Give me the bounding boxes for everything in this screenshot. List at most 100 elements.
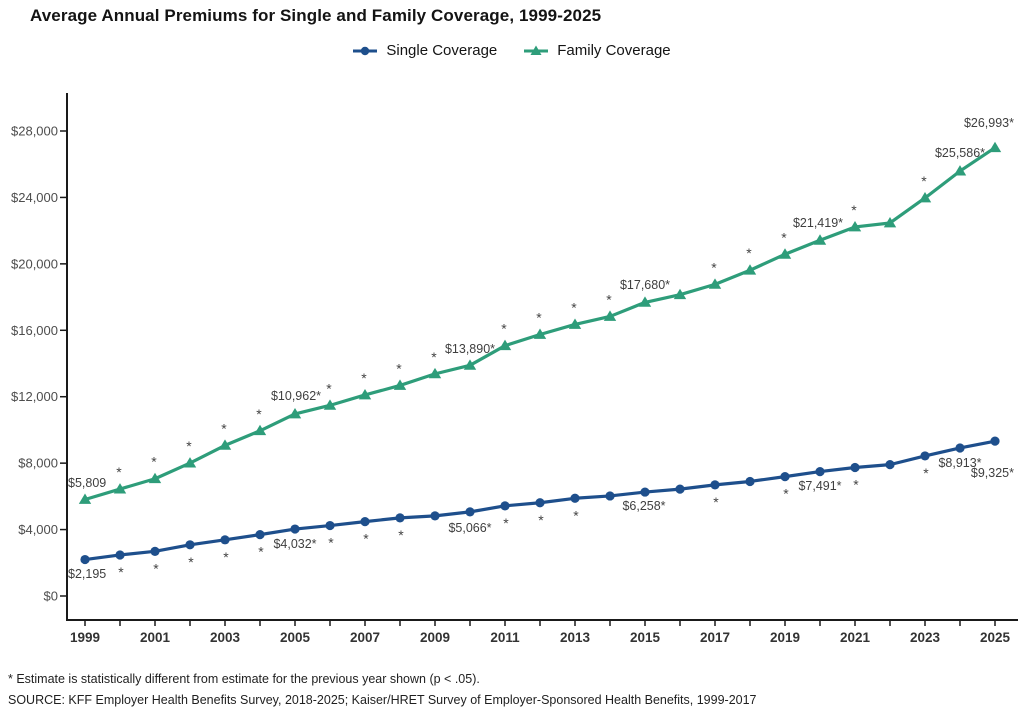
data-point-single-coverage-2006: [325, 520, 335, 531]
chart-legend: Single Coverage Family Coverage: [0, 42, 1023, 59]
point-label-family-coverage-2025: $26,993*: [964, 116, 1014, 130]
footnotes: * Estimate is statistically different fr…: [8, 672, 757, 714]
data-point-single-coverage-2020: [815, 466, 825, 477]
sig-asterisk-family-coverage-2001: *: [151, 454, 157, 470]
sig-asterisk-single-coverage-2008: *: [398, 527, 404, 543]
sig-asterisk-single-coverage-2019: *: [783, 486, 789, 502]
data-point-single-coverage-2005: [290, 524, 300, 534]
x-tick-label: 2007: [350, 630, 380, 645]
data-point-single-coverage-2010: [465, 507, 475, 517]
sig-asterisk-family-coverage-2018: *: [746, 245, 752, 261]
point-label-single-coverage-2015: $6,258*: [622, 499, 665, 513]
data-point-single-coverage-2011: [500, 501, 510, 511]
y-tick-label: $8,000: [18, 456, 58, 471]
point-label-single-coverage-1999: $2,195: [68, 567, 106, 581]
axes: $0 $4,000 $8,000 $12,000 $16,000 $20,000 $24,0…: [11, 93, 1018, 645]
y-tick-label: $16,000: [11, 323, 58, 338]
data-point-single-coverage-2001: [150, 546, 160, 556]
data-point-family-coverage-2016: [673, 288, 687, 300]
point-label-single-coverage-2010: $5,066*: [448, 521, 491, 535]
x-tick-label: 1999: [70, 630, 100, 645]
data-point-family-coverage-2024: [953, 165, 967, 176]
data-point-family-coverage-2025: [988, 141, 1002, 153]
y-tick-label: $0: [44, 589, 58, 604]
data-point-family-coverage-2010: [463, 359, 477, 370]
sig-asterisk-family-coverage-2000: *: [116, 464, 122, 480]
line-circle-marker-icon: [353, 46, 378, 55]
data-point-family-coverage-2019: [778, 248, 792, 259]
data-point-single-coverage-2014: [605, 491, 615, 501]
data-point-single-coverage-2023: [920, 451, 930, 461]
sig-asterisk-family-coverage-2014: *: [606, 291, 612, 307]
point-label-family-coverage-2010: $13,890*: [445, 342, 495, 356]
data-point-family-coverage-2006: [323, 399, 337, 410]
data-point-family-coverage-2022: [883, 216, 897, 228]
x-tick-label: 2011: [490, 630, 520, 645]
sig-asterisk-family-coverage-2007: *: [361, 370, 367, 386]
x-tick-label: 2009: [420, 630, 450, 645]
sig-asterisk-single-coverage-2012: *: [538, 512, 544, 528]
y-tick-label: $28,000: [11, 124, 58, 139]
data-point-single-coverage-2019: [780, 472, 790, 482]
sig-asterisk-family-coverage-2003: *: [221, 420, 227, 436]
x-tick-label: 2017: [700, 630, 730, 645]
data-point-family-coverage-2013: [568, 318, 582, 329]
point-label-family-coverage-1999: $5,809: [68, 476, 106, 490]
sig-asterisk-family-coverage-2006: *: [326, 380, 332, 396]
point-label-family-coverage-2024: $25,586*: [935, 146, 985, 160]
x-tick-label: 2019: [770, 630, 800, 645]
data-point-single-coverage-2003: [220, 535, 230, 545]
data-point-single-coverage-2021: [850, 462, 860, 473]
sig-asterisk-single-coverage-2021: *: [853, 476, 859, 492]
data-point-single-coverage-2024: [955, 443, 965, 453]
y-tick-label: $12,000: [11, 389, 58, 404]
x-tick-label: 2005: [280, 630, 311, 645]
data-point-family-coverage-1999: [78, 493, 92, 504]
sig-asterisk-family-coverage-2008: *: [396, 360, 402, 376]
x-tick-label: 2015: [630, 630, 661, 645]
y-tick-label: $24,000: [11, 190, 58, 205]
data-point-family-coverage-2009: [428, 367, 442, 379]
legend-item-single-coverage: Single Coverage: [352, 42, 497, 59]
sig-asterisk-single-coverage-2007: *: [363, 531, 369, 547]
data-point-single-coverage-2022: [885, 460, 895, 470]
sig-asterisk-family-coverage-2019: *: [781, 229, 787, 245]
data-point-family-coverage-2020: [813, 234, 827, 245]
data-point-single-coverage-2007: [360, 517, 370, 527]
sig-asterisk-family-coverage-2002: *: [186, 438, 192, 454]
legend-label: Single Coverage: [386, 42, 498, 59]
sig-asterisk-single-coverage-2002: *: [188, 554, 194, 570]
x-tick-label: 2025: [980, 630, 1011, 645]
point-label-family-coverage-2005: $10,962*: [271, 389, 321, 403]
data-point-family-coverage-2021: [848, 220, 862, 232]
data-point-family-coverage-2008: [393, 379, 407, 390]
data-point-family-coverage-2014: [603, 310, 617, 321]
sig-asterisk-single-coverage-2017: *: [713, 494, 719, 510]
data-point-single-coverage-2000: [115, 550, 125, 560]
point-label-single-coverage-2024: $8,913*: [938, 456, 981, 470]
data-point-family-coverage-2023: [918, 191, 932, 203]
footnote-significance: * Estimate is statistically different fr…: [8, 672, 480, 686]
legend-item-family-coverage: Family Coverage: [523, 42, 671, 59]
sig-asterisk-single-coverage-2023: *: [923, 465, 929, 481]
y-tick-label: $4,000: [18, 522, 58, 537]
sig-asterisk-family-coverage-2023: *: [921, 173, 927, 189]
sig-asterisk-family-coverage-2017: *: [711, 259, 717, 275]
sig-asterisk-family-coverage-2011: *: [501, 321, 507, 337]
sig-asterisk-single-coverage-2000: *: [118, 564, 124, 580]
line-triangle-marker-icon: [524, 45, 549, 55]
point-label-family-coverage-2020: $21,419*: [793, 216, 843, 230]
data-point-single-coverage-2012: [535, 498, 545, 508]
sig-asterisk-family-coverage-2012: *: [536, 310, 542, 326]
data-point-family-coverage-2017: [708, 278, 722, 289]
data-point-family-coverage-2015: [638, 296, 652, 307]
x-tick-label: 2023: [910, 630, 941, 645]
chart-title: Average Annual Premiums for Single and F…: [30, 6, 602, 25]
data-point-single-coverage-1999: [80, 554, 90, 565]
sig-asterisk-single-coverage-2011: *: [503, 515, 509, 531]
data-point-single-coverage-2017: [710, 480, 720, 490]
x-tick-label: 2013: [560, 630, 591, 645]
x-tick-label: 2021: [840, 630, 871, 645]
